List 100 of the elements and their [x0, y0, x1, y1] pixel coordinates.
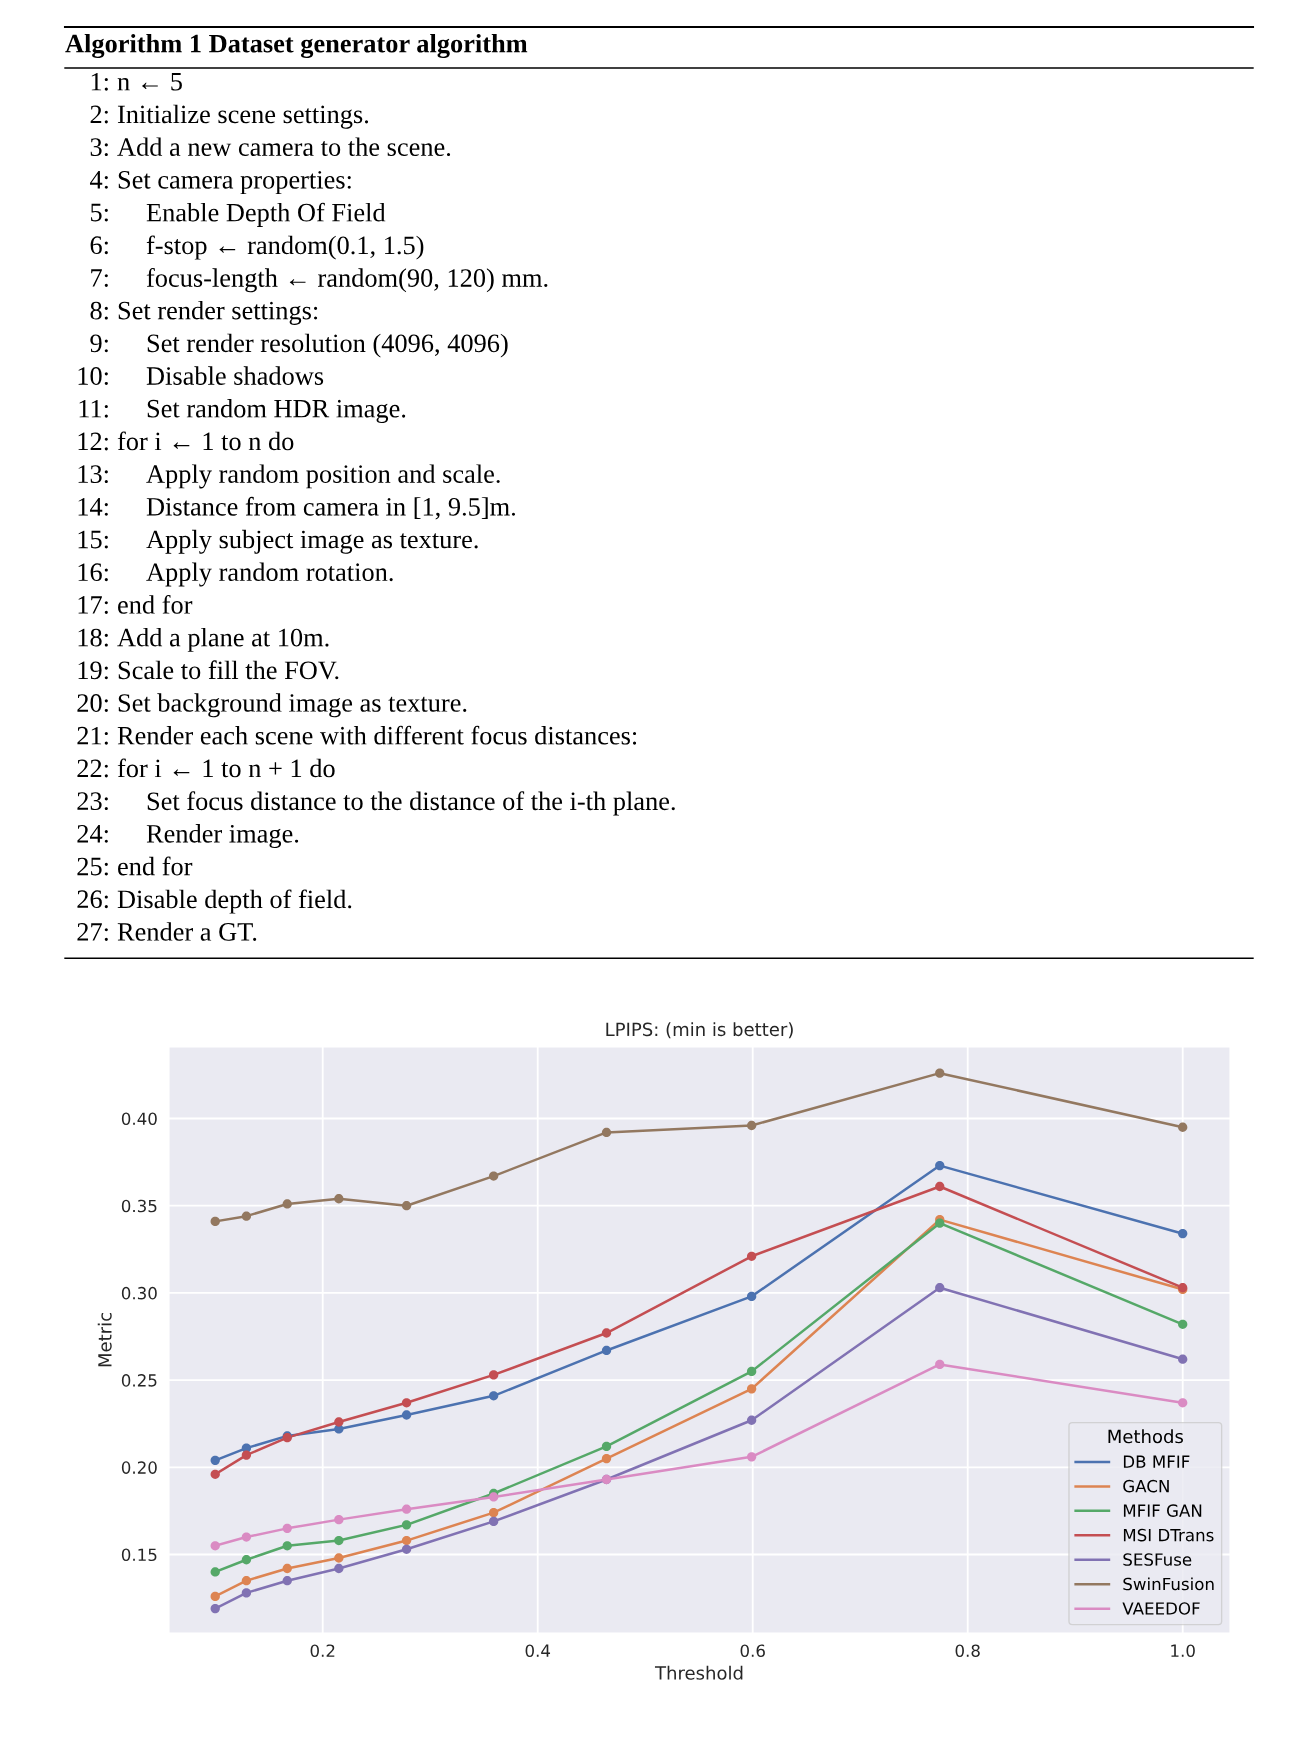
point	[935, 1068, 945, 1078]
point	[746, 1291, 757, 1302]
point	[601, 1328, 612, 1338]
point	[488, 1492, 499, 1502]
point	[1178, 1319, 1188, 1329]
point	[746, 1415, 757, 1425]
text: 15: Apply subject image as texture.	[78, 529, 478, 554]
point	[601, 1345, 612, 1356]
point	[1178, 1398, 1188, 1408]
point	[334, 1563, 344, 1574]
point	[601, 1453, 612, 1464]
point	[282, 1576, 292, 1586]
text: 5: Enable Depth Of Field	[91, 202, 386, 227]
y-tick-label: 0.20	[121, 1461, 157, 1474]
point	[601, 1441, 612, 1452]
x-tick-label: 0.8	[955, 1644, 980, 1658]
point	[210, 1541, 220, 1551]
x-axis-title: Threshold	[654, 1665, 743, 1680]
point	[210, 1216, 220, 1227]
text: 27: Render a GT.	[77, 922, 257, 941]
point	[241, 1555, 252, 1565]
point	[935, 1283, 945, 1293]
point	[746, 1366, 757, 1377]
point	[334, 1535, 344, 1546]
text: 10: Disable shadows	[78, 366, 324, 386]
point	[241, 1588, 252, 1598]
point	[401, 1201, 412, 1211]
chart-title: LPIPS: (min is better)	[606, 1022, 793, 1039]
point	[282, 1563, 292, 1574]
text: 6: f-stop ← random(0.1, 1.5)	[90, 235, 424, 260]
text: 23: Set focus distance to the distance of the i-th plane.	[77, 791, 675, 816]
y-tick-label: 0.15	[121, 1548, 157, 1562]
legend-label: SwinFusion	[1123, 1577, 1214, 1591]
point	[282, 1199, 292, 1209]
y-tick-label: 0.25	[121, 1374, 157, 1387]
point	[488, 1171, 499, 1181]
point	[401, 1544, 412, 1554]
text: 22: for i ← 1 to n + 1 do	[77, 758, 335, 778]
point	[241, 1450, 252, 1460]
text: 2: Initialize scene settings.	[90, 104, 369, 129]
text: 19: Scale to fill the FOV.	[78, 660, 339, 680]
point	[241, 1211, 252, 1221]
point	[935, 1359, 945, 1370]
text: 11: Set random HDR image.	[79, 399, 406, 423]
point	[401, 1410, 412, 1420]
legend-label: MSI DTrans	[1123, 1528, 1214, 1542]
text: 3: Add a new camera to the scene.	[90, 137, 451, 157]
text: 18: Add a plane at 10m.	[78, 627, 329, 652]
legend-label: DB MFIF	[1123, 1455, 1190, 1468]
point	[746, 1251, 757, 1261]
legend-label: GACN	[1123, 1479, 1169, 1493]
point	[334, 1553, 344, 1563]
text: 9: Set render resolution (4096, 4096)	[90, 333, 508, 358]
point	[746, 1384, 757, 1394]
point	[935, 1181, 945, 1192]
point	[210, 1567, 220, 1577]
y-tick-label: 0.35	[121, 1199, 157, 1213]
text: 7: focus-length ← random(90, 120) mm.	[91, 268, 548, 293]
y-tick-label: 0.40	[121, 1112, 157, 1126]
point	[334, 1194, 344, 1204]
point	[1178, 1122, 1188, 1132]
y-tick-label: 0.30	[121, 1286, 157, 1300]
text: 24: Render image.	[77, 824, 299, 849]
point	[401, 1398, 412, 1408]
y-axis-title: Metric	[97, 1313, 112, 1367]
x-tick-label: 0.4	[525, 1644, 551, 1658]
text: 12: for i ← 1 to n do	[78, 431, 294, 451]
point	[334, 1417, 344, 1427]
text: 21: Render each scene with different focus distances:	[77, 725, 637, 745]
point	[210, 1603, 220, 1614]
legend-title: Methods	[1108, 1429, 1183, 1444]
x-tick-label: 0.6	[740, 1644, 765, 1658]
legend-label: MFIF GAN	[1123, 1504, 1202, 1517]
point	[401, 1520, 412, 1530]
point	[401, 1504, 412, 1514]
point	[601, 1127, 612, 1138]
point	[282, 1541, 292, 1551]
text: 16: Apply random rotation.	[78, 562, 393, 587]
text: Algorithm 1 Dataset generator algorithm	[65, 33, 528, 59]
text: 25: end for	[77, 856, 193, 876]
text: 26: Disable depth of field.	[77, 889, 352, 914]
point	[210, 1469, 220, 1479]
legend-label: VAEEDOF	[1122, 1602, 1200, 1615]
point	[488, 1516, 499, 1527]
point	[282, 1523, 292, 1534]
text: 17: end for	[78, 594, 193, 614]
point	[935, 1160, 945, 1171]
point	[401, 1535, 412, 1546]
point	[210, 1591, 220, 1602]
point	[1178, 1228, 1188, 1239]
point	[241, 1532, 252, 1542]
legend-label: SESFuse	[1123, 1553, 1192, 1566]
text: 13: Apply random position and scale.	[78, 464, 500, 489]
point	[488, 1391, 499, 1401]
point	[241, 1576, 252, 1586]
x-tick-label: 0.2	[310, 1644, 335, 1658]
text: 4: Set camera properties:	[89, 170, 351, 195]
x-tick-label: 1.0	[1171, 1644, 1195, 1658]
point	[746, 1452, 757, 1462]
text: 8: Set render settings:	[90, 300, 318, 325]
